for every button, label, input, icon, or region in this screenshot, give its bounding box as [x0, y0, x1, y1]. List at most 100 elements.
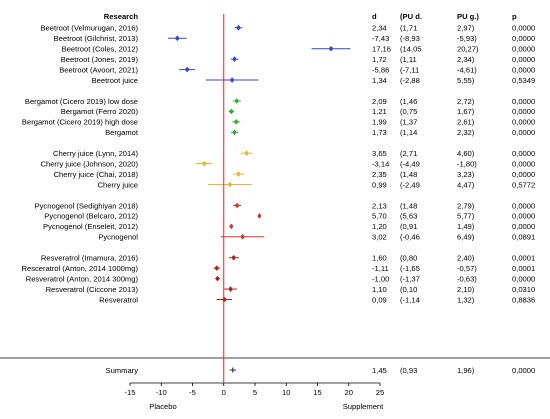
study-label: Beetroot (Jones, 2019)	[61, 55, 139, 64]
study-label: Cherry juice	[97, 180, 138, 189]
point-marker	[329, 47, 333, 51]
ci-low: (-4,49	[400, 159, 420, 168]
study-label: Beetroot (Gilchrist, 2013)	[54, 34, 139, 43]
ci-high: 2,79)	[457, 201, 475, 210]
effect-d: -5,86	[372, 65, 389, 74]
x-axis: -15 -10 -5 0 5 10 15 20 25	[0, 14, 550, 397]
ci-low: (14,05	[400, 45, 422, 54]
ci-high: 2,34)	[457, 55, 475, 64]
p-value: 0,0000	[512, 24, 535, 33]
p-value: 0,8836	[512, 295, 535, 304]
ci-high: 2,61)	[457, 118, 475, 127]
point-marker	[234, 120, 238, 124]
ci-high: 2,97)	[457, 24, 475, 33]
study-label: Bergamot (Ferro 2020)	[61, 107, 139, 116]
point-marker	[236, 172, 241, 176]
point-marker	[175, 36, 179, 40]
study-label: Pycnogenol (Sedighiyan 2018)	[35, 201, 139, 210]
x-tick-label: 20	[345, 388, 353, 397]
ci-low: (1,71	[400, 24, 417, 33]
point-marker	[232, 130, 237, 134]
summary-ci-high: 1,96)	[457, 366, 475, 375]
x-tick-label: -10	[156, 388, 167, 397]
p-value: 0,0000	[512, 45, 535, 54]
p-value: 0,0000	[512, 107, 535, 116]
point-marker	[236, 26, 240, 30]
header-ci-high: PU g.)	[457, 12, 479, 21]
header-research: Research	[104, 12, 139, 21]
p-value: 0,0891	[512, 233, 535, 242]
point-marker	[241, 235, 245, 239]
point-marker	[185, 68, 189, 72]
study-label: Resceratrol (Anton, 2014 1000mg)	[21, 264, 138, 273]
study-label: Pycnogenol (Enseleit, 2012)	[43, 222, 138, 231]
effect-d: 2,09	[372, 97, 387, 106]
effect-d: 1,73	[372, 128, 387, 137]
ci-high: 5,77)	[457, 212, 475, 221]
point-marker	[215, 266, 219, 270]
effect-d: 3,65	[372, 149, 387, 158]
point-marker	[229, 224, 233, 228]
supplement-label: Supplement	[343, 402, 384, 411]
p-value: 0,0000	[512, 159, 535, 168]
study-label: Cherry juice (Johnson, 2020)	[40, 159, 138, 168]
study-label: Resveratrol (Anton, 2014 300mg)	[26, 274, 139, 283]
ci-low: (5,63	[400, 212, 417, 221]
study-label: Cherry juice (Chai, 2018)	[54, 170, 139, 179]
effect-marks	[167, 25, 351, 373]
effect-d: 5,70	[372, 212, 387, 221]
study-label: Beetroot (Velmurugan, 2016)	[40, 24, 138, 33]
effect-d: -3,14	[372, 159, 389, 168]
ci-high: 4,47)	[457, 180, 475, 189]
x-tick-label: 15	[313, 388, 321, 397]
point-marker	[215, 277, 220, 281]
ci-high: -4,61)	[457, 65, 477, 74]
effect-d: 3,02	[372, 233, 387, 242]
placebo-label: Placebo	[149, 402, 176, 411]
p-value: 0,0000	[512, 201, 535, 210]
summary-p: 0,0000	[512, 366, 535, 375]
effect-d: 1,10	[372, 285, 387, 294]
p-value: 0,0000	[512, 65, 535, 74]
study-label: Resveratrol (Imamura, 2016)	[41, 254, 139, 263]
p-value: 0,0310	[512, 285, 535, 294]
p-value: 0,0000	[512, 274, 535, 283]
study-label: Pycnogenol	[98, 233, 138, 242]
effect-d: 1,21	[372, 107, 387, 116]
study-rows: Beetroot (Velmurugan, 2016) 2,34 (1,71 2,97…	[21, 24, 535, 375]
ci-high: 3,23)	[457, 170, 475, 179]
point-marker	[202, 162, 206, 166]
x-tick-label: 0	[222, 388, 226, 397]
effect-d: 2,35	[372, 170, 387, 179]
ci-low: (1,14	[400, 128, 417, 137]
effect-d: -7,43	[372, 34, 389, 43]
ci-high: -0,57)	[457, 264, 477, 273]
study-label: Bergamot	[105, 128, 139, 137]
ci-low: (-1,65	[400, 264, 420, 273]
ci-low: (1,48	[400, 170, 417, 179]
x-tick-label: -5	[189, 388, 196, 397]
point-marker	[229, 287, 233, 291]
p-value: 0,0000	[512, 222, 535, 231]
study-label: Bergamot (Cicero 2019) low dose	[25, 97, 138, 106]
ci-low: (0,75	[400, 107, 417, 116]
ci-low: (0,10	[400, 285, 417, 294]
x-tick-label: 10	[282, 388, 290, 397]
p-value: 0,0000	[512, 97, 535, 106]
point-marker	[235, 203, 239, 208]
study-label: Beetroot (Coles, 2012)	[62, 45, 139, 54]
point-marker	[235, 99, 239, 103]
ci-high: 4,60)	[457, 149, 475, 158]
study-label: Beetroot (Avoort, 2021)	[59, 65, 138, 74]
ci-high: 6,49)	[457, 233, 475, 242]
ci-low: (-1,14	[400, 295, 420, 304]
study-label: Cherry juice (Lynn, 2014)	[53, 149, 138, 158]
ci-high: 1,67)	[457, 107, 475, 116]
summary-d: 1,45	[372, 366, 387, 375]
column-headers: Research d (PU d. PU g.) p	[104, 12, 517, 21]
study-label: Resveratrol (Ciccone 2013)	[46, 285, 139, 294]
ci-low: (-0,46	[400, 233, 420, 242]
ci-high: 5,55)	[457, 76, 475, 85]
p-value: 0,5772	[512, 180, 535, 189]
